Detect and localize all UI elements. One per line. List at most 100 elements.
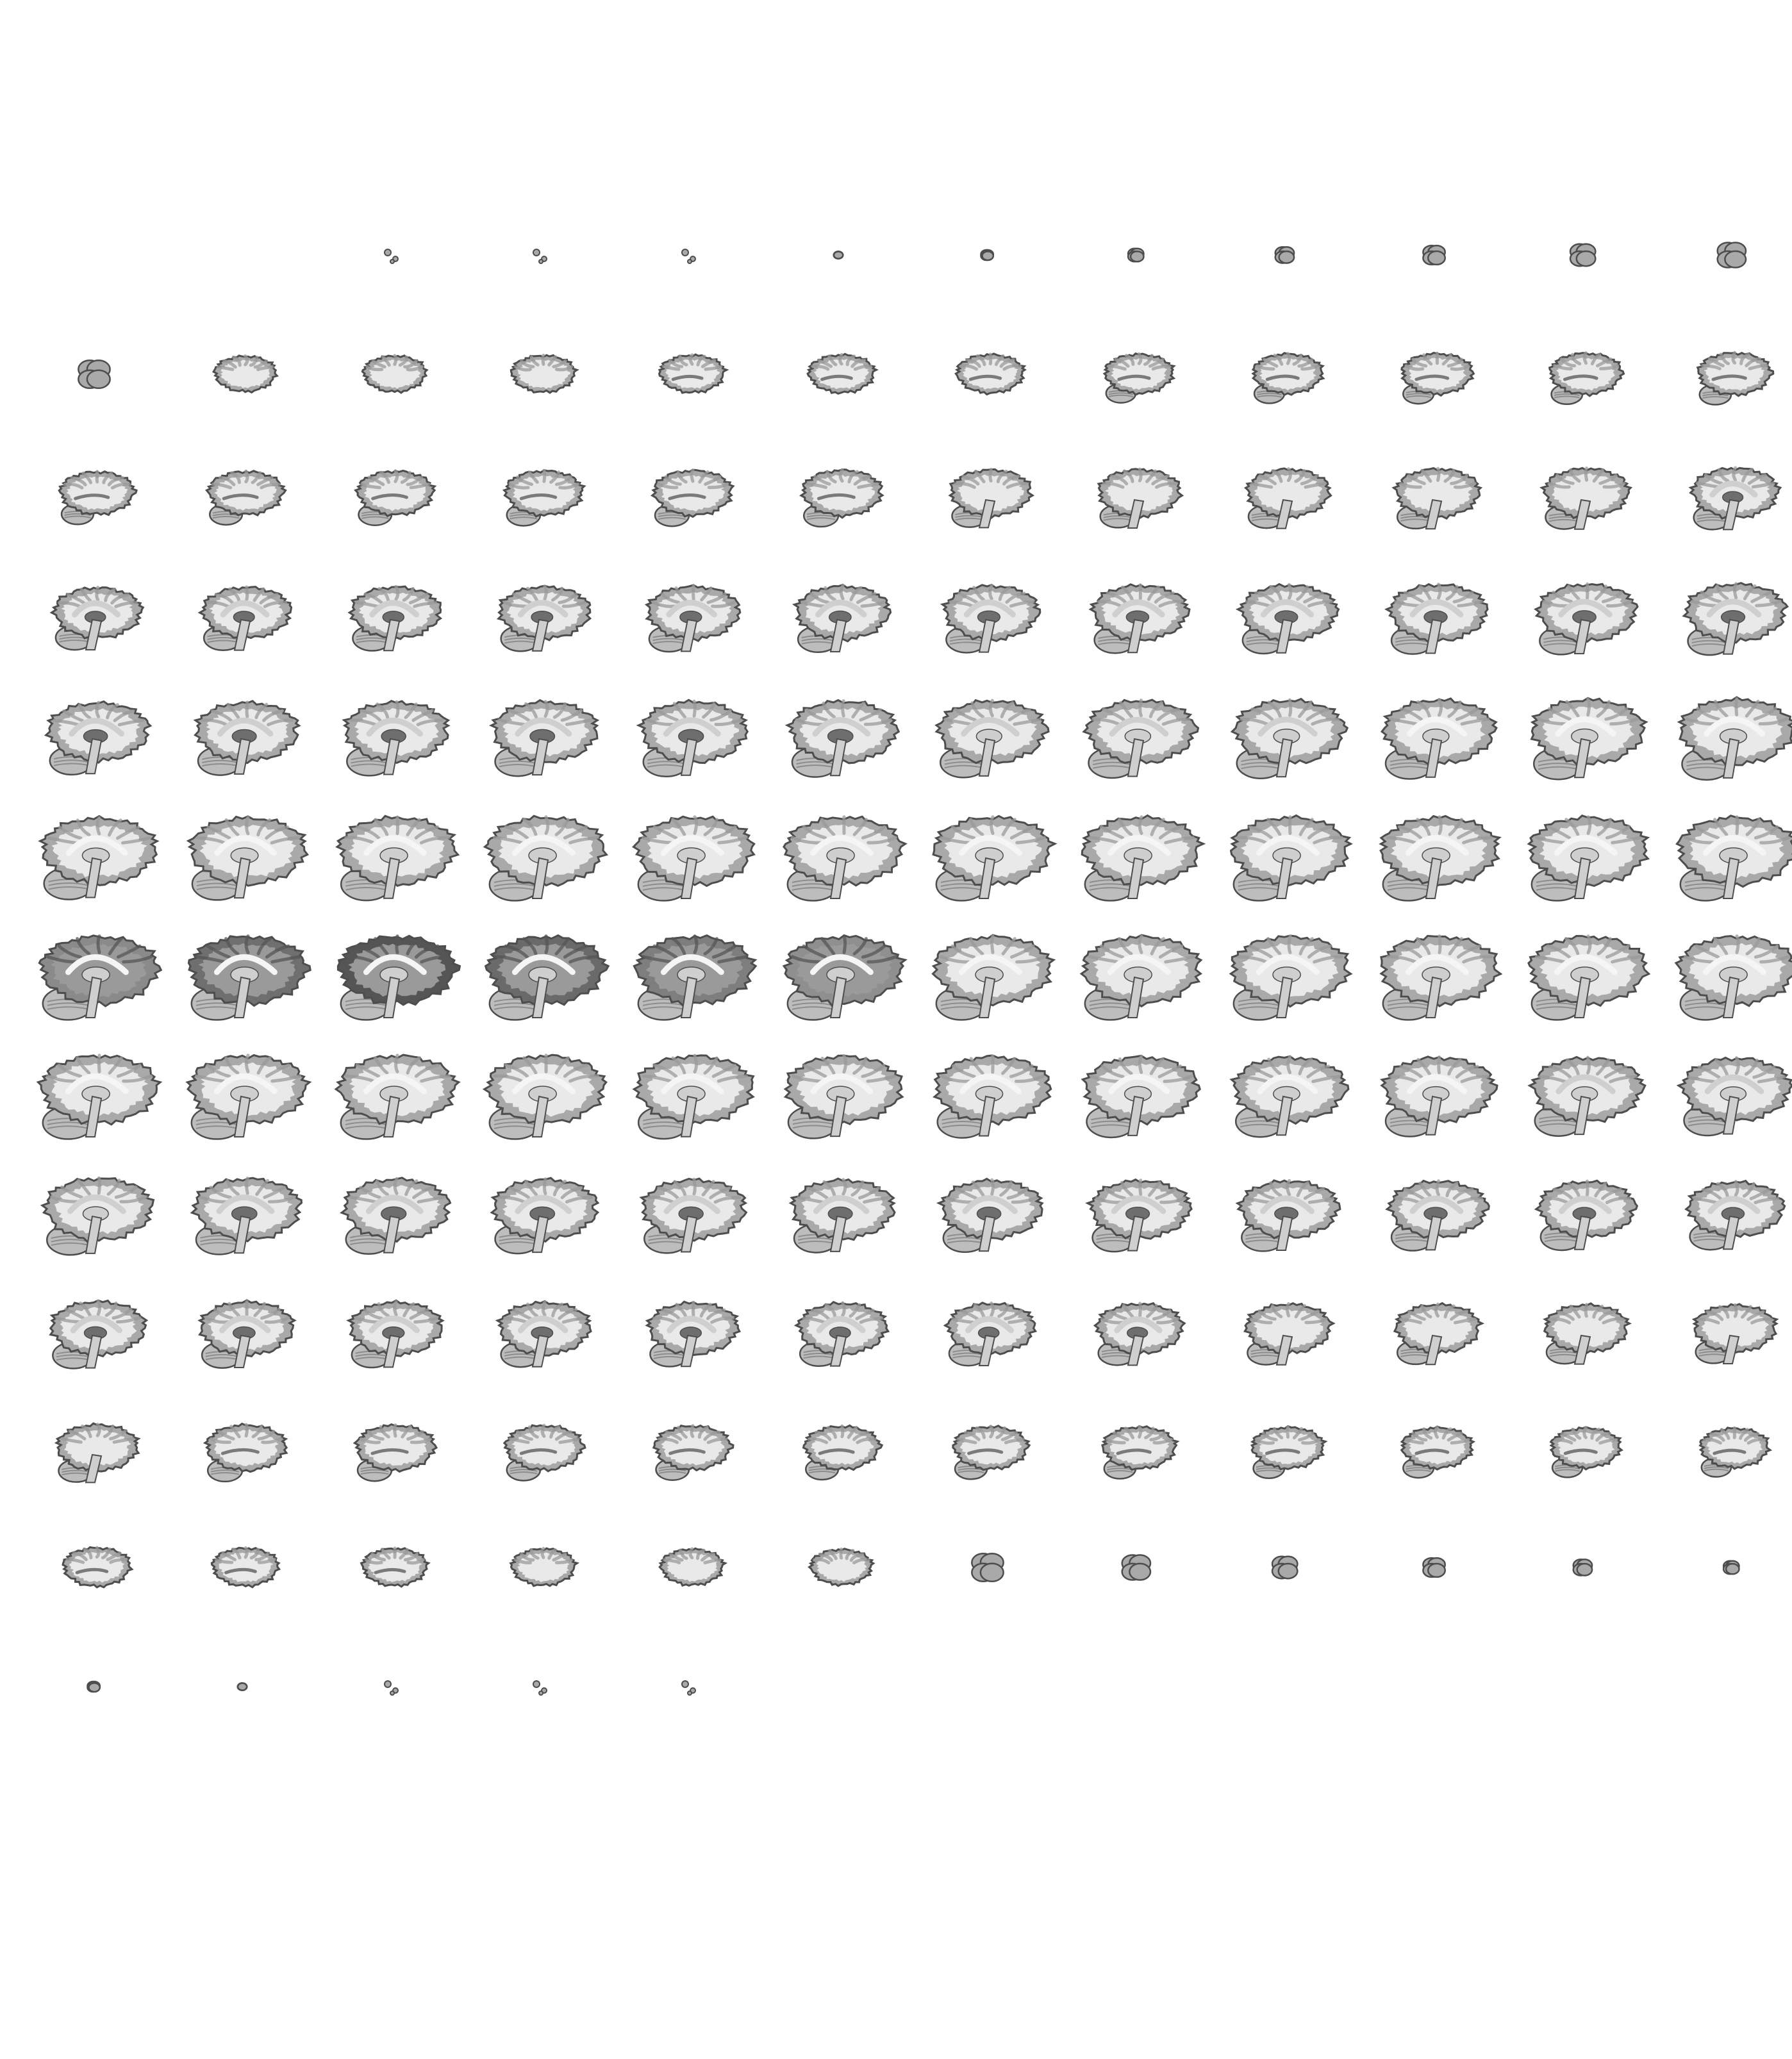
brain-slice xyxy=(1657,1268,1792,1387)
brain-slice xyxy=(1210,1268,1359,1387)
brain-slice xyxy=(168,552,317,671)
brain-slice xyxy=(168,1148,317,1268)
brain-slice xyxy=(1359,1148,1508,1268)
brain-slice xyxy=(466,1625,615,1744)
brain-slice xyxy=(1061,1268,1210,1387)
brain-slice xyxy=(764,194,913,313)
brain-slice xyxy=(615,1625,763,1744)
brain-slice xyxy=(764,1268,913,1387)
brain-slice xyxy=(168,1387,317,1506)
brain-slice xyxy=(317,1148,466,1268)
brain-slice xyxy=(1508,671,1657,790)
brain-slice xyxy=(466,313,615,432)
brain-slice xyxy=(764,432,913,551)
brain-slice xyxy=(913,1148,1061,1268)
brain-slice xyxy=(1061,1387,1210,1506)
brain-slice xyxy=(1508,313,1657,432)
brain-slice xyxy=(913,1387,1061,1506)
brain-slice xyxy=(317,1506,466,1625)
brain-slice xyxy=(615,1148,763,1268)
brain-slice xyxy=(1359,1387,1508,1506)
brain-slice xyxy=(1061,1506,1210,1625)
brain-slice xyxy=(317,313,466,432)
brain-slice xyxy=(317,1387,466,1506)
brain-slice xyxy=(764,552,913,671)
brain-slice xyxy=(913,313,1061,432)
brain-slice xyxy=(168,1029,317,1148)
brain-slice xyxy=(1359,194,1508,313)
brain-slice xyxy=(466,909,615,1029)
brain-slice xyxy=(19,1268,168,1387)
brain-slice xyxy=(913,1268,1061,1387)
brain-slice xyxy=(1657,671,1792,790)
brain-slice xyxy=(317,909,466,1029)
brain-slice xyxy=(1359,1268,1508,1387)
brain-slice xyxy=(1508,432,1657,551)
brain-slice xyxy=(1061,432,1210,551)
brain-slice xyxy=(317,1268,466,1387)
brain-slice xyxy=(19,552,168,671)
brain-slice xyxy=(1657,1387,1792,1506)
brain-slice xyxy=(1657,313,1792,432)
brain-slice xyxy=(1061,194,1210,313)
brain-slice xyxy=(317,1625,466,1744)
brain-slice xyxy=(1210,790,1359,909)
brain-slice xyxy=(168,313,317,432)
brain-slice xyxy=(466,1387,615,1506)
brain-slice xyxy=(466,1506,615,1625)
brain-slice xyxy=(615,552,763,671)
brain-slice xyxy=(1061,1029,1210,1148)
brain-slice xyxy=(913,1029,1061,1148)
brain-slice xyxy=(19,671,168,790)
brain-slice xyxy=(1210,1387,1359,1506)
brain-slice xyxy=(1061,552,1210,671)
brain-slice xyxy=(168,1268,317,1387)
brain-slice xyxy=(764,1387,913,1506)
brain-slice xyxy=(1210,1148,1359,1268)
brain-slice xyxy=(1359,432,1508,551)
brain-slice xyxy=(615,1029,763,1148)
brain-slice xyxy=(1061,1148,1210,1268)
brain-slice xyxy=(1508,1506,1657,1625)
brain-slice xyxy=(19,790,168,909)
brain-slice xyxy=(1210,432,1359,551)
brain-slice xyxy=(764,790,913,909)
brain-slice xyxy=(1657,790,1792,909)
brain-slice xyxy=(466,1029,615,1148)
brain-slice xyxy=(466,194,615,313)
brain-slice xyxy=(615,1506,763,1625)
brain-slice xyxy=(466,1268,615,1387)
brain-slice xyxy=(317,671,466,790)
brain-slice xyxy=(1508,1268,1657,1387)
brain-slice xyxy=(1508,790,1657,909)
brain-slice xyxy=(1359,671,1508,790)
brain-slice xyxy=(317,1029,466,1148)
brain-slice xyxy=(1359,909,1508,1029)
brain-slice xyxy=(764,1148,913,1268)
brain-slice xyxy=(615,909,763,1029)
brain-slice xyxy=(615,1387,763,1506)
brain-slice xyxy=(466,671,615,790)
brain-slice xyxy=(615,671,763,790)
brain-slice xyxy=(764,1506,913,1625)
brain-slice xyxy=(913,790,1061,909)
brain-slice xyxy=(1657,552,1792,671)
brain-slice xyxy=(1359,313,1508,432)
brain-slice xyxy=(1061,313,1210,432)
brain-slice xyxy=(317,194,466,313)
brain-slice xyxy=(19,432,168,551)
brain-slice xyxy=(168,432,317,551)
brain-slice xyxy=(1359,1029,1508,1148)
brain-slice xyxy=(1210,1029,1359,1148)
brain-slice xyxy=(19,1387,168,1506)
brain-slice xyxy=(168,1506,317,1625)
brain-slice xyxy=(1657,909,1792,1029)
brain-slice xyxy=(1657,1506,1792,1625)
brain-slice xyxy=(913,1506,1061,1625)
brain-slice xyxy=(1508,1148,1657,1268)
brain-slice xyxy=(1657,194,1792,313)
brain-slice xyxy=(466,790,615,909)
brain-slice xyxy=(1359,790,1508,909)
brain-slice xyxy=(1210,194,1359,313)
brain-slice xyxy=(168,909,317,1029)
